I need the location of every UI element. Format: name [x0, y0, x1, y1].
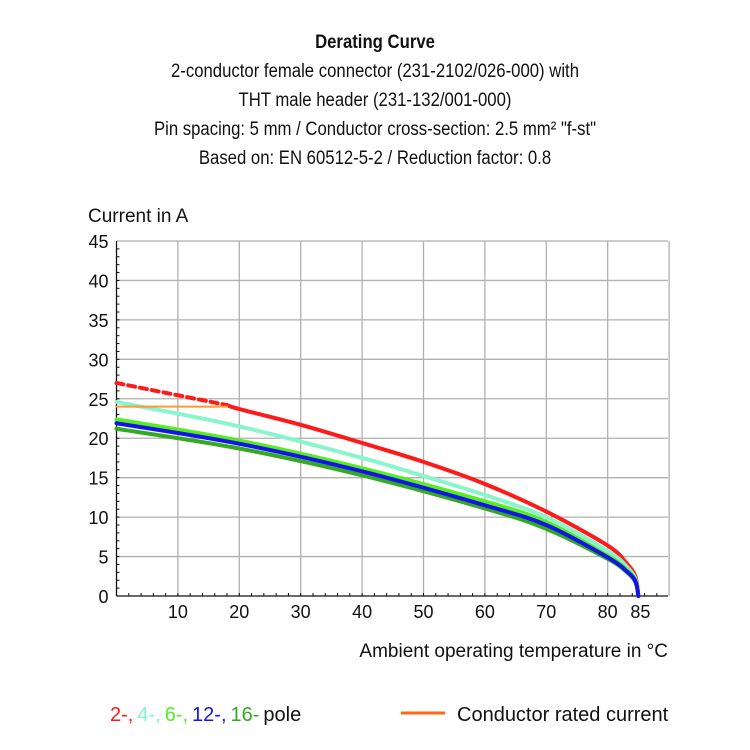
y-tick-label: 5: [98, 548, 108, 568]
legend-pole-1: 4-,: [137, 704, 160, 726]
series-line-12-5: [114, 421, 641, 598]
legend-rated-label: Conductor rated current: [457, 704, 669, 726]
y-tick-label: 15: [88, 469, 108, 489]
x-tick-label: 80: [598, 602, 618, 622]
chart-subtitle-2: THT male header (231-132/001-000): [238, 90, 512, 111]
legend-pole-suffix: pole: [263, 704, 301, 726]
x-tick-label: 20: [229, 602, 249, 622]
x-tick-label: 60: [475, 602, 495, 622]
x-tick-label: 70: [536, 602, 556, 622]
x-tick-label: 40: [352, 602, 372, 622]
x-tick-label: 30: [291, 602, 311, 622]
y-tick-label: 40: [88, 271, 108, 291]
series-line-4-2: [114, 399, 641, 598]
y-tick-label: 10: [88, 508, 108, 528]
chart-title: Derating Curve: [315, 32, 435, 53]
y-tick-label: 20: [88, 429, 108, 449]
series-line-2-0: [114, 381, 230, 408]
chart-subtitle-4: Based on: EN 60512-5-2 / Reduction facto…: [198, 148, 552, 169]
y-tick-label: 30: [88, 350, 108, 370]
x-tick-label: 10: [168, 602, 188, 622]
y-tick-label: 35: [88, 311, 108, 331]
legend-pole-2: 6-,: [165, 704, 188, 726]
series-line-2-1: [225, 403, 641, 598]
legend-pole-3: 12-,: [192, 704, 226, 726]
x-axis-label: Ambient operating temperature in °C: [359, 641, 668, 662]
y-tick-label: 0: [98, 587, 108, 607]
legend-pole-4: 16-: [231, 704, 260, 726]
y-axis-label: Current in A: [88, 206, 189, 227]
series-line-16-4: [114, 426, 641, 598]
chart-subtitle-3: Pin spacing: 5 mm / Conductor cross-sect…: [153, 119, 597, 140]
x-tick-label: 50: [413, 602, 433, 622]
y-tick-label: 45: [88, 232, 108, 252]
x-tick-label: 85: [630, 602, 650, 622]
chart-subtitle-1: 2-conductor female connector (231-2102/0…: [170, 61, 580, 82]
legend-pole-0: 2-,: [110, 704, 133, 726]
y-tick-label: 25: [88, 390, 108, 410]
